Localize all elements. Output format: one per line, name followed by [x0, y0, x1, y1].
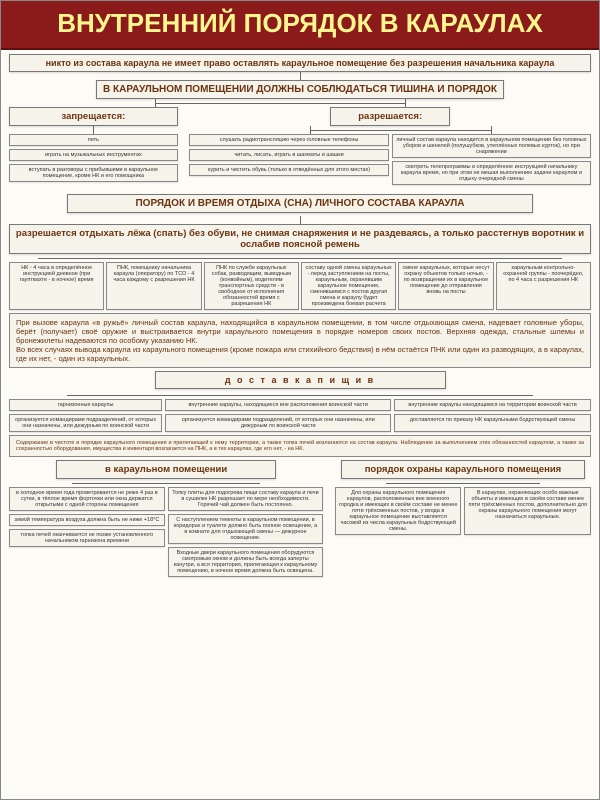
call-text: При вызове караула «в ружьё» личный сост… — [9, 313, 591, 368]
food-box: внутренние караулы находящимся на террит… — [394, 399, 591, 411]
room-box: зимой температура воздуха должна быть не… — [9, 514, 165, 526]
guard-header: порядок охраны караульного помещения — [341, 460, 584, 479]
rest-box: смене караульных, которые несут охрану о… — [398, 262, 493, 310]
food-header: д о с т а в к а п и щ и в — [155, 371, 446, 389]
bottom-row: в караульном помещении в холодное время … — [9, 460, 591, 577]
rest-boxes-row: НК - 4 часа в определённое инструкцией д… — [9, 262, 591, 310]
food-sub-row: организуется командирами подразделений, … — [9, 414, 591, 432]
room-box: в холодное время года проветривается не … — [9, 487, 165, 511]
rest-box: составу одной смены караульных - перед з… — [301, 262, 396, 310]
allowed-item: личный состав караула находится в караул… — [392, 134, 591, 158]
allowed-item: смотреть телепрограммы в определённое ин… — [392, 161, 591, 185]
rest-box: ПНК, помощнику начальника караула (опера… — [106, 262, 201, 310]
allowed-item: читать, писать, играть в шахматы и шашки — [189, 149, 388, 161]
rule-2: В КАРАУЛЬНОМ ПОМЕЩЕНИИ ДОЛЖНЫ СОБЛЮДАТЬС… — [96, 80, 503, 99]
rest-rule: разрешается отдыхать лёжа (спать) без об… — [9, 224, 591, 254]
allowed-item: слушать радиотрансляцию через головные т… — [189, 134, 388, 146]
room-header: в караульном помещении — [56, 460, 276, 479]
permission-row: запрещается: петь играть на музыкальных … — [9, 107, 591, 185]
food-sub: доставляется по приказу НК караульными б… — [394, 414, 591, 432]
rest-box: караульным контрольно-охранной группы - … — [496, 262, 591, 310]
forbidden-item: играть на музыкальных инструментах — [9, 149, 178, 161]
room-box: С наступлением темноты в караульном поме… — [168, 514, 324, 544]
food-row: гарнизонные караулы внутренние караулы, … — [9, 399, 591, 411]
allowed-header: разрешается: — [330, 107, 450, 126]
content-area: никто из состава караула не имеет право … — [1, 50, 599, 581]
forbidden-item: вступать в разговоры с прибывшими в кара… — [9, 164, 178, 182]
food-box: гарнизонные караулы — [9, 399, 162, 411]
forbidden-item: петь — [9, 134, 178, 146]
forbidden-header: запрещается: — [9, 107, 178, 126]
food-note: Содержание в чистоте и порядке караульно… — [9, 435, 591, 457]
rest-header: ПОРЯДОК И ВРЕМЯ ОТДЫХА (СНА) ЛИЧНОГО СОС… — [67, 194, 533, 213]
page-title: ВНУТРЕННИЙ ПОРЯДОК В КАРАУЛАХ — [1, 1, 599, 50]
guard-box: В караулах, охраняющих особо важные объе… — [464, 487, 591, 535]
room-box: Входные двери караульного помещения обор… — [168, 547, 324, 577]
room-box: Топку плиты для подогрева пищи составу к… — [168, 487, 324, 511]
rest-box: НК - 4 часа в определённое инструкцией д… — [9, 262, 104, 310]
rule-1: никто из состава караула не имеет право … — [9, 54, 591, 72]
food-sub: организуется командирами подразделений, … — [165, 414, 391, 432]
allowed-item: курить и чистить обувь (только в отведён… — [189, 164, 388, 176]
food-box: внутренние караулы, находящиеся вне расп… — [165, 399, 391, 411]
food-sub: организуется командирами подразделений, … — [9, 414, 162, 432]
rest-box: ПНК по службе караульных собак, разводящ… — [204, 262, 299, 310]
room-box: топка печей оканчивается не позже устано… — [9, 529, 165, 547]
guard-box: Для охраны караульного помещения карауло… — [335, 487, 462, 535]
